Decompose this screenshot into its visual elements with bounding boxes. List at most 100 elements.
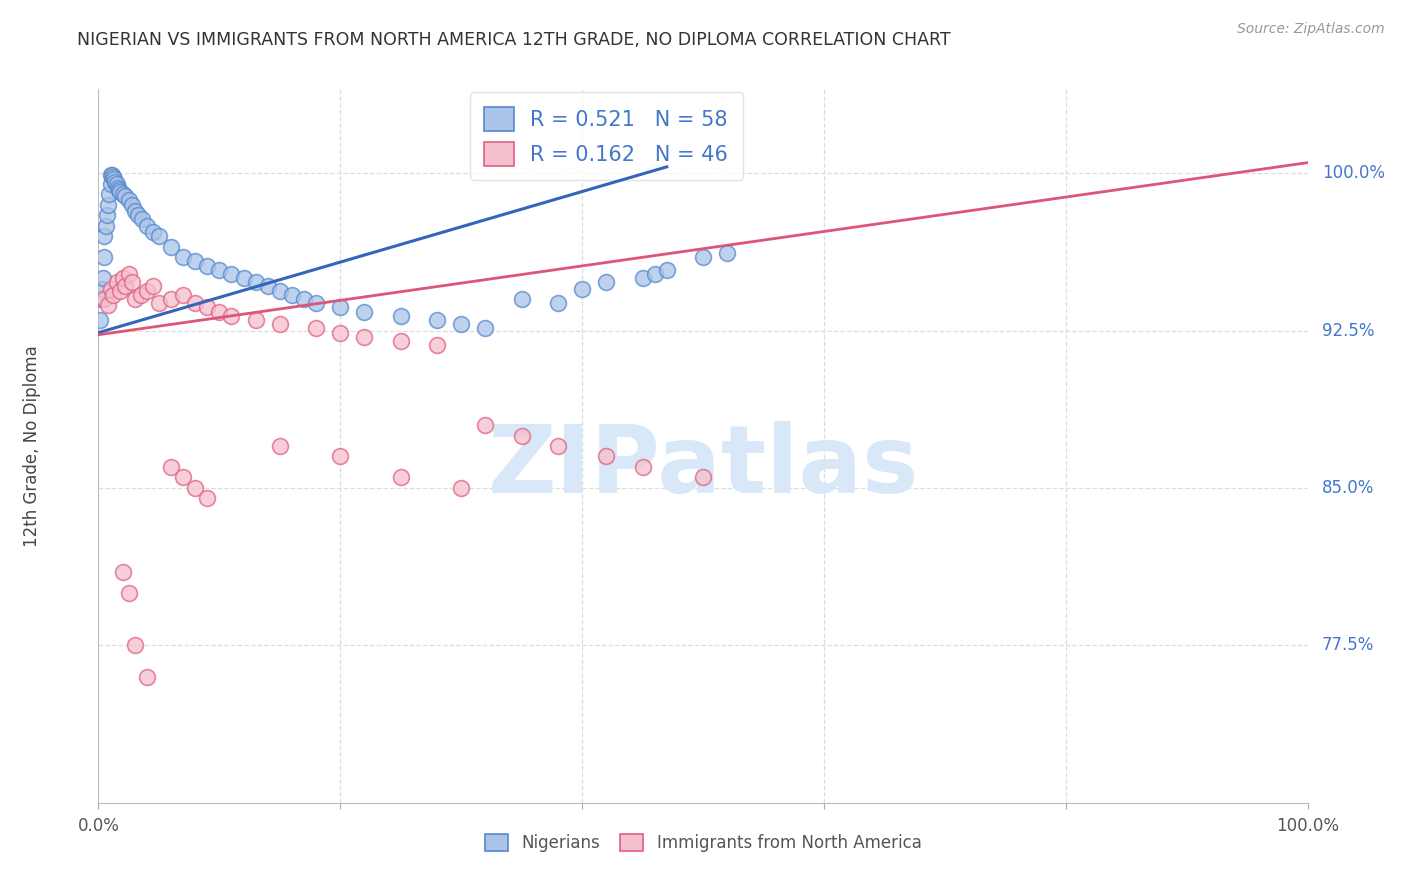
Point xyxy=(142,225,165,239)
Point xyxy=(101,170,124,185)
Point xyxy=(245,275,267,289)
Point xyxy=(118,267,141,281)
Point xyxy=(121,275,143,289)
Point xyxy=(107,181,129,195)
Text: Source: ZipAtlas.com: Source: ZipAtlas.com xyxy=(1237,22,1385,37)
Point xyxy=(101,288,124,302)
Text: 85.0%: 85.0% xyxy=(1322,479,1375,497)
Point xyxy=(595,450,617,464)
Point xyxy=(98,187,121,202)
Point xyxy=(474,321,496,335)
Point xyxy=(135,670,157,684)
Point xyxy=(595,275,617,289)
Point xyxy=(111,271,134,285)
Point xyxy=(329,450,352,464)
Point xyxy=(131,212,153,227)
Point xyxy=(127,208,149,222)
Point xyxy=(195,259,218,273)
Point xyxy=(100,168,122,182)
Point xyxy=(305,296,328,310)
Text: NIGERIAN VS IMMIGRANTS FROM NORTH AMERICA 12TH GRADE, NO DIPLOMA CORRELATION CHA: NIGERIAN VS IMMIGRANTS FROM NORTH AMERIC… xyxy=(77,31,950,49)
Point xyxy=(111,565,134,579)
Point xyxy=(142,279,165,293)
Point xyxy=(269,284,291,298)
Point xyxy=(474,417,496,432)
Point xyxy=(245,313,267,327)
Point xyxy=(208,304,231,318)
Point xyxy=(547,439,569,453)
Point xyxy=(631,460,654,475)
Point xyxy=(655,262,678,277)
Point xyxy=(100,177,122,191)
Point xyxy=(124,292,146,306)
Point xyxy=(221,309,243,323)
Point xyxy=(571,282,593,296)
Point xyxy=(118,586,141,600)
Point xyxy=(108,185,131,199)
Point xyxy=(93,229,115,244)
Point xyxy=(208,262,231,277)
Point xyxy=(96,208,118,222)
Point xyxy=(184,481,207,495)
Point xyxy=(232,271,254,285)
Point xyxy=(118,194,141,208)
Point xyxy=(184,296,207,310)
Point xyxy=(89,313,111,327)
Point xyxy=(329,326,352,340)
Point xyxy=(269,318,291,332)
Text: 77.5%: 77.5% xyxy=(1322,636,1375,655)
Point xyxy=(221,267,243,281)
Point xyxy=(389,470,412,484)
Point xyxy=(105,177,128,191)
Point xyxy=(172,288,194,302)
Point xyxy=(103,172,125,186)
Point xyxy=(135,284,157,298)
Point xyxy=(172,470,194,484)
Point xyxy=(292,292,315,306)
Point xyxy=(114,189,136,203)
Point xyxy=(644,267,666,281)
Text: ZIPatlas: ZIPatlas xyxy=(488,421,918,514)
Point xyxy=(692,470,714,484)
Point xyxy=(389,334,412,348)
Point xyxy=(108,183,131,197)
Point xyxy=(148,296,170,310)
Point xyxy=(93,250,115,264)
Point xyxy=(172,250,194,264)
Point xyxy=(692,250,714,264)
Point xyxy=(547,296,569,310)
Point xyxy=(160,460,183,475)
Point xyxy=(184,254,207,268)
Point xyxy=(256,279,278,293)
Point xyxy=(105,275,128,289)
Point xyxy=(450,318,472,332)
Point xyxy=(104,175,127,189)
Point xyxy=(353,330,375,344)
Point xyxy=(97,197,120,211)
Point xyxy=(450,481,472,495)
Point xyxy=(91,282,114,296)
Point xyxy=(269,439,291,453)
Point xyxy=(114,279,136,293)
Point xyxy=(108,284,131,298)
Point xyxy=(329,301,352,315)
Point xyxy=(91,271,114,285)
Point xyxy=(124,203,146,218)
Point xyxy=(100,168,122,182)
Point xyxy=(90,292,112,306)
Point xyxy=(195,301,218,315)
Point xyxy=(93,292,115,306)
Point xyxy=(389,309,412,323)
Point xyxy=(160,292,183,306)
Point xyxy=(111,187,134,202)
Point xyxy=(510,292,533,306)
Point xyxy=(305,321,328,335)
Legend: Nigerians, Immigrants from North America: Nigerians, Immigrants from North America xyxy=(478,827,928,859)
Point xyxy=(510,428,533,442)
Point xyxy=(124,639,146,653)
Point xyxy=(426,313,449,327)
Point xyxy=(100,282,122,296)
Point xyxy=(94,219,117,233)
Text: 92.5%: 92.5% xyxy=(1322,321,1375,340)
Point xyxy=(353,304,375,318)
